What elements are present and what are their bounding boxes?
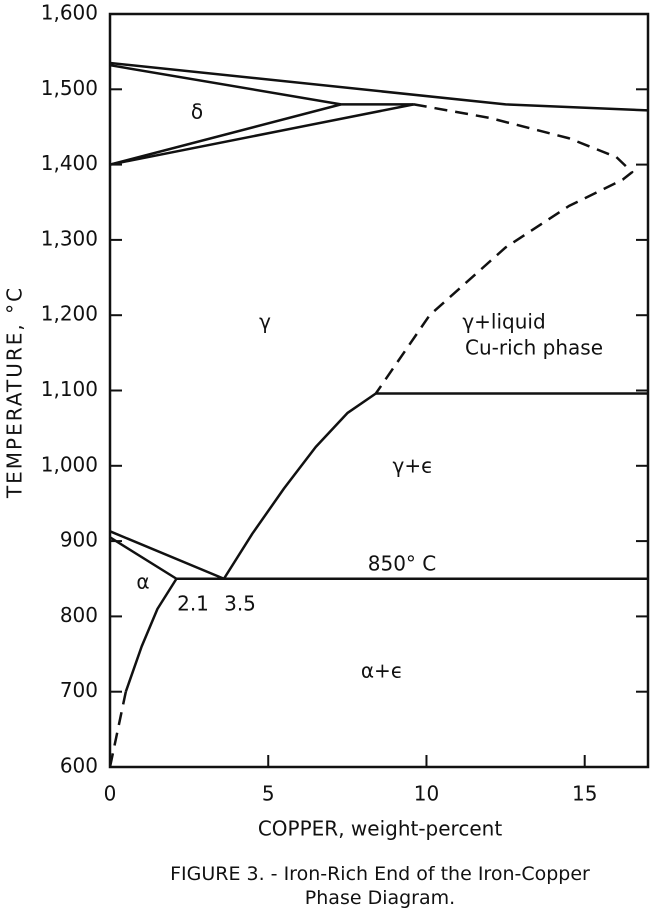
y-tick-label: 600 <box>60 754 98 778</box>
y-tick-label: 1,400 <box>41 151 98 175</box>
region-label: δ <box>191 100 203 124</box>
y-tick-label: 900 <box>60 528 98 552</box>
x-tick-label: 10 <box>414 782 439 806</box>
x-tick-label: 5 <box>262 782 275 806</box>
region-label: γ+liquid <box>462 310 545 334</box>
phase-boundary <box>109 63 342 106</box>
phase-boundary <box>109 536 178 580</box>
y-tick-label: 1,100 <box>41 377 98 401</box>
region-label: γ+ϵ <box>393 454 434 478</box>
x-axis-label: COPPER, weight-percent <box>258 817 502 841</box>
phase-boundary <box>109 61 649 112</box>
region-label: Cu-rich phase <box>465 336 603 360</box>
y-tick-label: 1,600 <box>41 1 98 25</box>
y-tick-label: 800 <box>60 603 98 627</box>
y-tick-label: 1,000 <box>41 452 98 476</box>
y-tick-label: 1,500 <box>41 76 98 100</box>
region-label: α+ϵ <box>361 659 403 683</box>
y-tick-label: 1,300 <box>41 226 98 250</box>
figure-caption: FIGURE 3. - Iron-Rich End of the Iron-Co… <box>170 863 590 909</box>
phase-boundary <box>374 103 634 395</box>
phase-boundary <box>108 691 128 768</box>
region-label: 3.5 <box>224 592 256 616</box>
y-axis-label: TEMPERATURE, °C <box>3 286 27 499</box>
phase-boundary <box>109 530 225 580</box>
region-label: 850° C <box>368 552 437 576</box>
region-label: α <box>136 570 149 594</box>
phase-boundary <box>109 103 342 166</box>
region-label: 2.1 <box>177 592 209 616</box>
y-tick-label: 1,200 <box>41 302 98 326</box>
x-tick-label: 15 <box>572 782 597 806</box>
phase-boundary <box>109 103 415 166</box>
x-tick-label: 0 <box>104 782 117 806</box>
phase-boundary <box>124 578 178 693</box>
y-tick-label: 700 <box>60 678 98 702</box>
phase-boundary <box>222 392 377 580</box>
region-label: γ <box>259 310 271 334</box>
